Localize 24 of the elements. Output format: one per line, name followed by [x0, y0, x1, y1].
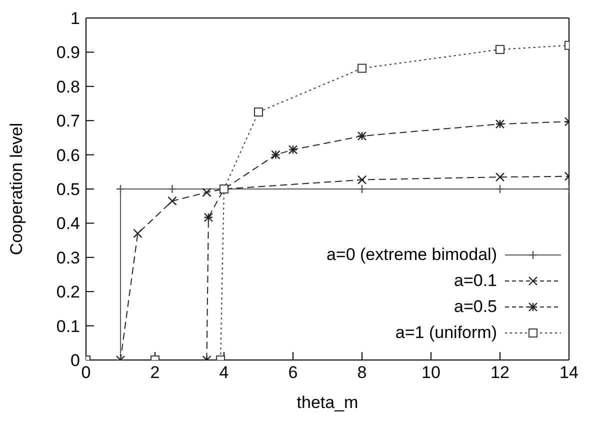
y-tick-label: 0	[70, 351, 80, 370]
y-tick-label: 0.1	[56, 316, 80, 336]
x-tick-label: 2	[150, 363, 160, 382]
y-axis-title: Cooperation level	[7, 122, 26, 256]
x-tick-label: 6	[288, 363, 298, 382]
x-tick-label: 14	[560, 363, 578, 382]
y-tick-label: 0.3	[56, 248, 80, 268]
x-tick-label: 8	[357, 363, 367, 382]
y-tick-label: 1	[70, 9, 80, 28]
y-tick-label: 0.8	[56, 77, 80, 96]
y-tick-label: 0.2	[56, 282, 80, 302]
x-tick-label: 10	[422, 363, 440, 382]
legend-label: a=0.1	[454, 271, 497, 291]
x-tick-label: 4	[219, 363, 229, 382]
legend-label: a=0.5	[454, 297, 497, 317]
x-tick-label: 12	[490, 363, 510, 382]
y-tick-label: 0.9	[56, 43, 80, 62]
y-tick-label: 0.7	[56, 112, 80, 131]
y-tick-label: 0.4	[56, 214, 80, 234]
y-tick-label: 0.6	[56, 146, 80, 165]
y-tick-label: 0.5	[56, 180, 80, 200]
legend-label: a=1 (uniform)	[395, 323, 497, 343]
x-axis-title: theta_m	[296, 393, 358, 412]
legend-label: a=0 (extreme bimodal)	[326, 245, 497, 265]
